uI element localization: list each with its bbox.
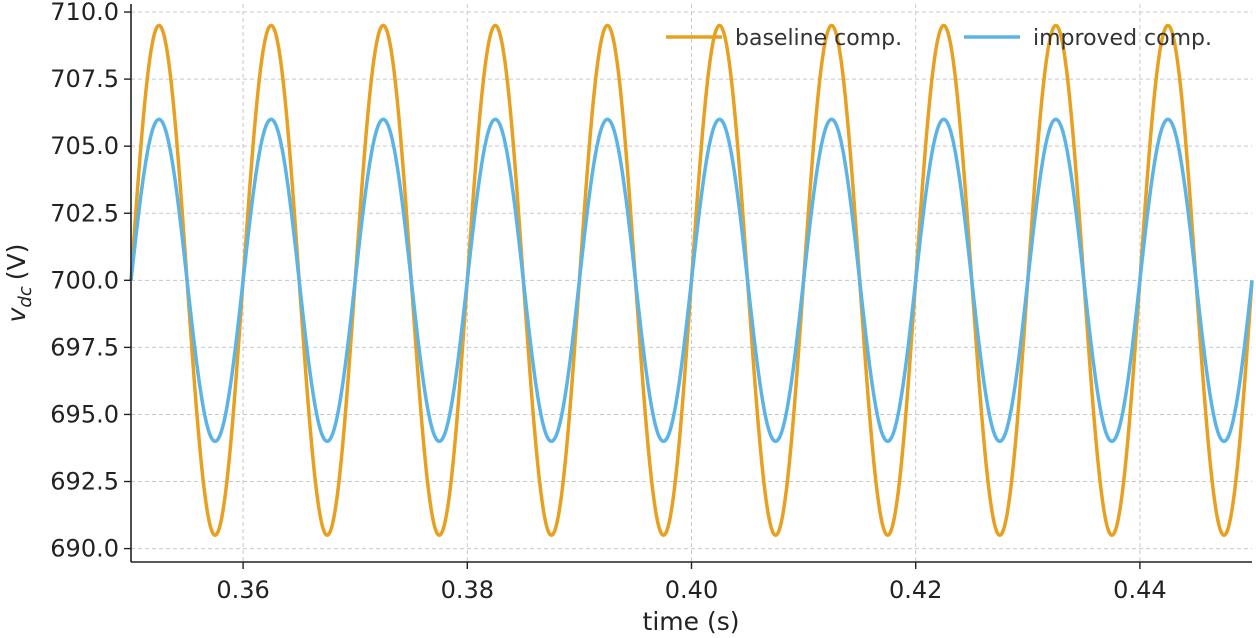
y-axis-label-unit: (V) — [2, 244, 31, 281]
y-tick-label: 692.5 — [50, 468, 119, 496]
y-axis-label-main: v — [2, 306, 31, 322]
x-tick-label: 0.40 — [665, 576, 718, 604]
series-group — [129, 23, 1254, 537]
x-axis-label: time (s) — [643, 607, 740, 636]
y-ticks: 690.0 692.5 695.0 697.5 700.0 702.5 705.0 707.5… — [50, 0, 131, 563]
y-tick-label: 705.0 — [50, 132, 119, 160]
x-tick-label: 0.38 — [441, 576, 494, 604]
y-tick-label: 695.0 — [50, 400, 119, 428]
x-tick-label: 0.36 — [216, 576, 269, 604]
series-line-improved — [129, 117, 1254, 444]
y-tick-label: 707.5 — [50, 65, 119, 93]
x-tick-label: 0.42 — [889, 576, 942, 604]
x-ticks: 0.36 0.38 0.40 0.42 0.44 — [216, 562, 1167, 604]
y-tick-label: 710.0 — [50, 0, 119, 26]
x-tick-label: 0.44 — [1113, 576, 1166, 604]
y-tick-label: 690.0 — [50, 535, 119, 563]
y-tick-label: 700.0 — [50, 266, 119, 294]
y-axis-label-sub: dc — [15, 286, 36, 307]
legend: baseline comp. improved comp. — [666, 26, 1212, 51]
y-tick-label: 697.5 — [50, 333, 119, 361]
legend-label-improved: improved comp. — [1033, 26, 1212, 51]
legend-label-baseline: baseline comp. — [735, 26, 902, 51]
y-axis-label: vdc (V) — [2, 244, 36, 323]
y-tick-label: 702.5 — [50, 199, 119, 227]
